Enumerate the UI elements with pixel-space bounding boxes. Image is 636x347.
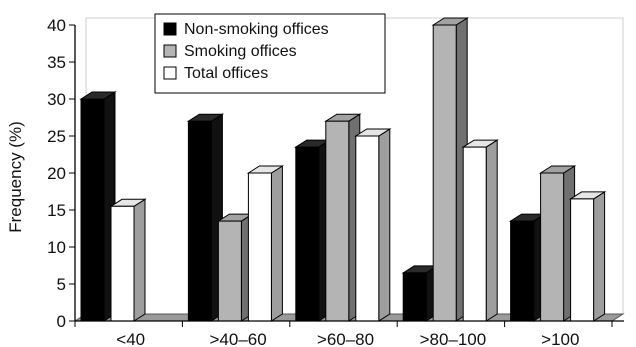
y-tick-label: 30: [47, 90, 66, 109]
bar-side: [133, 198, 146, 322]
bar: [186, 113, 225, 322]
bar-side: [593, 190, 606, 322]
bar-front: [510, 220, 535, 322]
y-tick-label: 40: [47, 16, 66, 35]
bar-front: [110, 205, 135, 322]
x-tick-label: >100: [541, 330, 579, 347]
legend-swatch: [163, 66, 177, 80]
bar-front: [247, 172, 272, 322]
legend: Non-smoking offices Smoking offices Total …: [154, 13, 386, 94]
legend-box: [154, 13, 386, 94]
bar: [109, 198, 147, 322]
bar: [568, 190, 607, 322]
x-tick-label: >40–60: [209, 330, 266, 347]
bar-front: [80, 98, 105, 322]
bar-front: [570, 198, 595, 322]
bar-front: [295, 146, 320, 322]
bar-front: [462, 146, 487, 322]
x-tick-label: <40: [116, 330, 145, 347]
y-tick-label: 20: [47, 164, 66, 183]
bar-front: [217, 220, 242, 322]
legend-label: Total offices: [184, 65, 268, 82]
bar-front: [432, 24, 457, 322]
x-tick-label: >60–80: [317, 330, 374, 347]
bars-group: [79, 17, 607, 322]
y-tick-label: 35: [47, 53, 66, 72]
legend-label: Non-smoking offices: [184, 21, 329, 38]
bar: [324, 113, 362, 322]
bar-front: [355, 135, 380, 322]
y-tick-label: 0: [57, 312, 66, 331]
bar: [431, 17, 469, 322]
axis-group: 0 5 10 15 20 25 30 35 40 <40 >40–60 >60–80 >80–100 >1…: [47, 16, 624, 347]
y-tick-label: 5: [57, 275, 66, 294]
legend-swatch: [163, 22, 177, 36]
y-tick-label: 25: [47, 127, 66, 146]
bar: [538, 165, 577, 322]
bar-front: [325, 120, 350, 322]
bar-front: [540, 172, 565, 322]
legend-swatch: [163, 44, 177, 58]
bar: [401, 264, 439, 322]
bar-side: [485, 139, 498, 322]
bar: [246, 165, 285, 322]
bar-side: [378, 128, 391, 322]
legend-label: Smoking offices: [184, 43, 297, 60]
x-tick-label: >80–100: [420, 330, 487, 347]
bar: [216, 213, 255, 322]
bar-front: [402, 272, 427, 322]
y-tick-label: 10: [47, 238, 66, 257]
bar: [461, 139, 499, 322]
bar: [294, 139, 332, 322]
bar-side: [270, 165, 283, 322]
bar: [508, 213, 547, 322]
bar-front: [187, 120, 212, 322]
bar: [354, 128, 392, 322]
y-axis-title: Frequency (%): [6, 121, 25, 232]
y-tick-label: 15: [47, 201, 66, 220]
